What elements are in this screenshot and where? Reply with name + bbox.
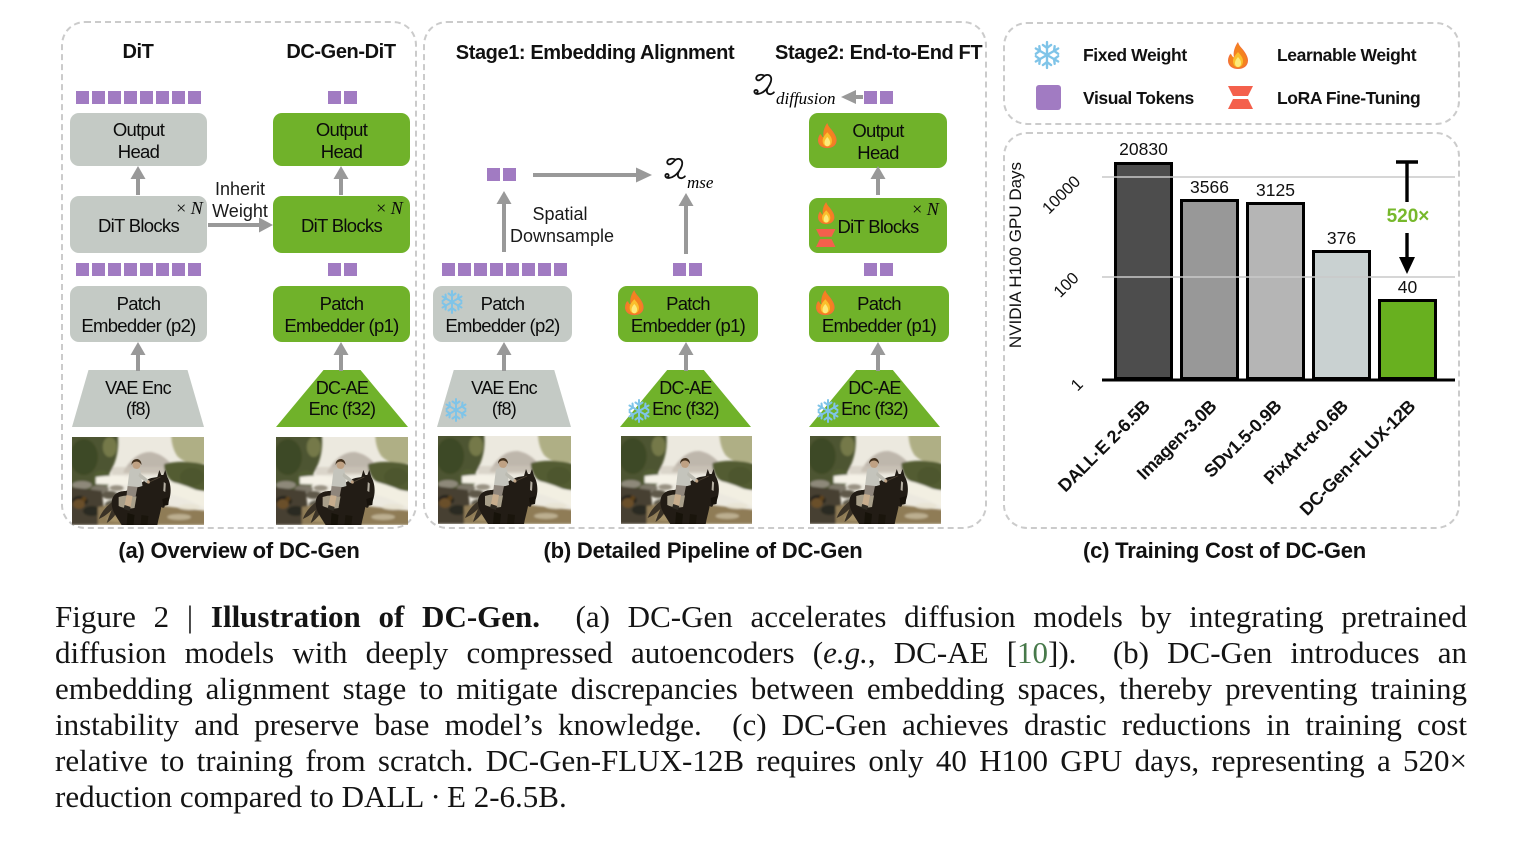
svg-text:diffusion: diffusion <box>776 89 836 108</box>
svg-text:mse: mse <box>687 173 714 192</box>
